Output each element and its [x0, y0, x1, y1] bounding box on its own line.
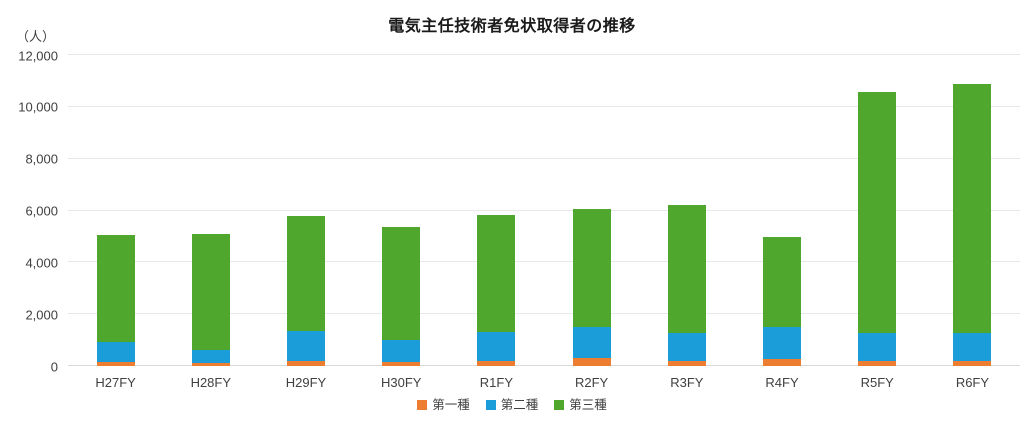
- x-tick-label-r6fy: R6FY: [955, 375, 990, 390]
- stacked-bar-r5fy: [858, 92, 897, 366]
- bar-segment-r1fy-第三種: [477, 215, 516, 333]
- bar-segment-r3fy-第一種: [667, 361, 706, 366]
- plot-area: [68, 54, 1020, 366]
- bar-segment-r4fy-第二種: [763, 327, 802, 360]
- x-tick-label-h28fy: H28FY: [190, 375, 232, 390]
- y-tick-label-8000: 8,000: [25, 151, 58, 167]
- bar-slot-h29fy: [258, 55, 353, 366]
- bar-segment-r4fy-第一種: [763, 359, 802, 366]
- legend-item-第二種: 第二種: [485, 398, 539, 412]
- legend: 第一種 第二種 第三種: [0, 399, 1024, 412]
- gridline-4000: [68, 261, 1020, 263]
- bar-segment-h27fy-第三種: [96, 234, 135, 342]
- bar-slot-r5fy: [830, 55, 925, 366]
- legend-label: 第二種: [500, 398, 539, 412]
- stacked-bar-r6fy: [953, 84, 992, 366]
- bar-segment-h30fy-第一種: [382, 361, 421, 366]
- legend-label: 第三種: [569, 398, 607, 412]
- stacked-bar-r4fy: [763, 237, 802, 366]
- y-tick-label-6000: 6,000: [25, 203, 58, 219]
- bar-slot-r1fy: [449, 55, 544, 366]
- bar-slot-r3fy: [639, 55, 734, 366]
- gridline-10000: [68, 105, 1020, 107]
- bar-segment-r1fy-第二種: [477, 332, 516, 361]
- stacked-bar-r3fy: [667, 204, 706, 366]
- bar-slot-h27fy: [68, 55, 163, 366]
- stacked-bar-h29fy: [287, 216, 325, 366]
- x-tick-label-r2fy: R2FY: [575, 375, 609, 390]
- bar-segment-h28fy-第二種: [191, 349, 230, 363]
- x-axis-labels: H27FY H28FY H29FY H30FY R1FY R2FY R3FY R4FY R5FY…: [68, 375, 1020, 390]
- gridline-2000: [68, 313, 1020, 315]
- y-axis-ticks: 0 2,000 4,000 6,000 8,000 10,000 12,000: [0, 49, 58, 373]
- stacked-bar-h28fy: [191, 234, 230, 366]
- bar-segment-r2fy-第二種: [572, 326, 611, 359]
- y-tick-label-10000: 10,000: [18, 99, 58, 115]
- legend-item-第三種: 第三種: [554, 399, 607, 412]
- legend-label: 第一種: [432, 398, 470, 412]
- bar-segment-r2fy-第三種: [572, 209, 611, 327]
- bar-segment-h27fy-第一種: [96, 361, 135, 366]
- y-tick-label-0: 0: [50, 359, 58, 374]
- x-tick-label-r1fy: R1FY: [479, 375, 514, 390]
- legend-swatch-icon: [417, 400, 428, 411]
- legend-item-第一種: 第一種: [417, 399, 470, 412]
- y-tick-label-2000: 2,000: [25, 307, 58, 323]
- y-tick-label-4000: 4,000: [25, 255, 58, 271]
- legend-swatch-icon: [485, 400, 496, 411]
- bar-segment-h27fy-第二種: [96, 341, 135, 362]
- bar-slot-r2fy: [544, 55, 639, 366]
- x-tick-label-r3fy: R3FY: [670, 375, 704, 390]
- bar-slot-h28fy: [163, 55, 258, 366]
- bar-segment-h30fy-第三種: [382, 227, 421, 340]
- stacked-bar-h30fy: [382, 227, 421, 366]
- x-tick-label-r5fy: R5FY: [860, 375, 894, 390]
- stacked-bar-r1fy: [477, 215, 516, 366]
- bar-segment-r3fy-第三種: [667, 204, 706, 334]
- bar-slot-r6fy: [925, 55, 1020, 366]
- bar-segment-r6fy-第一種: [953, 361, 992, 366]
- chart-title: 電気主任技術者免状取得者の推移: [388, 18, 636, 35]
- gridline-8000: [68, 157, 1020, 159]
- bar-segment-h29fy-第二種: [287, 330, 325, 361]
- bar-segment-h28fy-第一種: [191, 362, 230, 366]
- x-tick-label-h27fy: H27FY: [95, 375, 136, 390]
- stacked-bar-r2fy: [572, 209, 611, 366]
- bar-segment-h30fy-第二種: [382, 339, 421, 362]
- x-tick-label-h29fy: H29FY: [285, 375, 327, 390]
- bar-slot-h30fy: [354, 55, 449, 366]
- legend-swatch-icon: [554, 400, 565, 411]
- stacked-bar-h27fy: [96, 234, 135, 366]
- bar-segment-r1fy-第一種: [477, 360, 516, 366]
- bars-layer: [68, 55, 1020, 366]
- bar-segment-r2fy-第一種: [572, 358, 611, 366]
- bar-slot-r4fy: [734, 55, 829, 366]
- x-tick-label-h30fy: H30FY: [380, 375, 422, 390]
- bar-segment-r5fy-第一種: [858, 360, 897, 366]
- bar-segment-r4fy-第三種: [763, 237, 802, 328]
- gridline-12000: [68, 54, 1020, 55]
- bar-segment-r5fy-第三種: [858, 92, 897, 334]
- bar-segment-h29fy-第一種: [287, 360, 325, 366]
- gridline-0: [68, 365, 1020, 366]
- bar-segment-h29fy-第三種: [287, 216, 325, 331]
- gridline-6000: [68, 209, 1020, 211]
- y-axis-unit-label: （人）: [16, 29, 56, 44]
- bar-segment-r6fy-第二種: [953, 333, 992, 362]
- bar-segment-r5fy-第二種: [858, 333, 897, 361]
- x-tick-label-r4fy: R4FY: [765, 375, 799, 390]
- bar-segment-h28fy-第三種: [191, 234, 230, 350]
- bar-segment-r6fy-第三種: [953, 84, 992, 334]
- y-tick-label-12000: 12,000: [18, 48, 58, 63]
- bar-segment-r3fy-第二種: [667, 333, 706, 362]
